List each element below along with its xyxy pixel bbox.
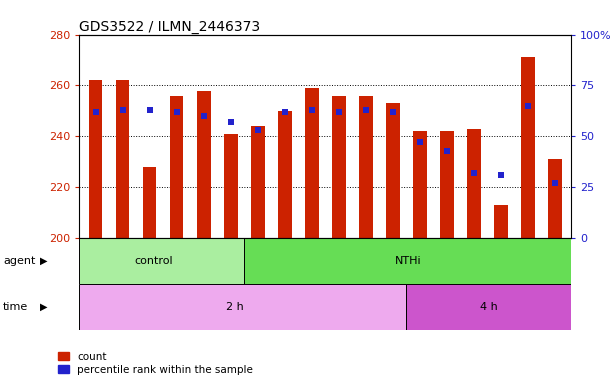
- Bar: [197, 91, 211, 238]
- Bar: [467, 129, 481, 238]
- Bar: [143, 167, 156, 238]
- Legend: count, percentile rank within the sample: count, percentile rank within the sample: [54, 348, 257, 379]
- Bar: [406, 284, 571, 330]
- Text: NTHi: NTHi: [395, 256, 421, 266]
- Bar: [79, 238, 244, 284]
- Bar: [116, 80, 130, 238]
- Bar: [89, 80, 103, 238]
- Text: agent: agent: [3, 256, 35, 266]
- Bar: [440, 131, 454, 238]
- Text: control: control: [134, 256, 173, 266]
- Bar: [359, 96, 373, 238]
- Text: 4 h: 4 h: [480, 302, 498, 312]
- Bar: [386, 103, 400, 238]
- Text: time: time: [3, 302, 28, 312]
- Bar: [244, 238, 571, 284]
- Bar: [305, 88, 318, 238]
- Bar: [494, 205, 508, 238]
- Bar: [170, 96, 183, 238]
- Bar: [332, 96, 346, 238]
- Text: ▶: ▶: [40, 256, 48, 266]
- Text: 2 h: 2 h: [226, 302, 244, 312]
- Bar: [413, 131, 426, 238]
- Bar: [521, 58, 535, 238]
- Bar: [79, 284, 406, 330]
- Bar: [251, 126, 265, 238]
- Text: ▶: ▶: [40, 302, 48, 312]
- Bar: [224, 134, 238, 238]
- Text: GDS3522 / ILMN_2446373: GDS3522 / ILMN_2446373: [79, 20, 260, 33]
- Bar: [548, 159, 562, 238]
- Bar: [278, 111, 291, 238]
